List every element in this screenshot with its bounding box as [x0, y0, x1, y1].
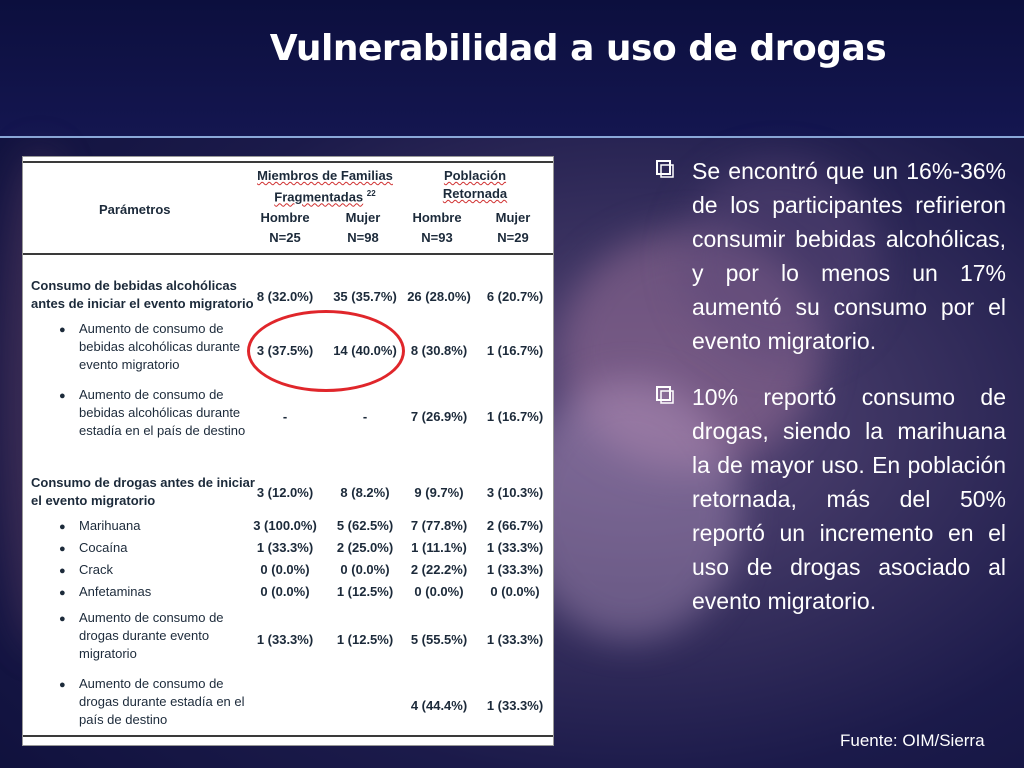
checkbox-bullet-icon: [656, 160, 674, 178]
table-cell: 2 (22.2%): [410, 562, 468, 577]
table-cell: 9 (9.7%): [414, 485, 464, 500]
header-group2-line2: Retornada: [442, 186, 508, 201]
bullet-dot: ●: [59, 390, 66, 402]
drug-row-label: Anfetaminas: [79, 584, 152, 599]
table-cell: 1 (12.5%): [336, 584, 394, 599]
table-cell: 1 (33.3%): [256, 632, 314, 647]
header-col4: Mujer: [495, 210, 531, 225]
table-cell: 3 (12.0%): [256, 485, 314, 500]
table-cell: 1 (33.3%): [486, 562, 544, 577]
table-cell: 3 (100.0%): [253, 518, 317, 533]
header-col3-n: N=93: [421, 230, 453, 245]
bullet-item: 10% reportó consumo de drogas, siendo la…: [654, 380, 1006, 618]
table-cell: 2 (66.7%): [486, 518, 544, 533]
table-cell: 26 (28.0%): [407, 289, 471, 304]
table-cell: 8 (30.8%): [410, 343, 468, 358]
bullet-text: 10% reportó consumo de drogas, siendo la…: [692, 384, 1006, 614]
table-cell: 0 (0.0%): [490, 584, 540, 599]
section1-label: Consumo de bebidas alcohólicas: [31, 278, 237, 293]
header-band: [0, 0, 1024, 138]
header-group1: Miembros de Familias: [257, 168, 393, 183]
section1-label-line2: antes de iniciar el evento migratorio: [31, 296, 254, 311]
table-cell: 0 (0.0%): [340, 562, 390, 577]
table-cell: 2 (25.0%): [336, 540, 394, 555]
header-col1-n: N=25: [269, 230, 301, 245]
header-col3: Hombre: [412, 210, 462, 225]
background-photo: [680, 160, 880, 360]
section2-sub1-line2: drogas durante evento: [79, 628, 210, 643]
section1-sub2-line3: estadía en el país de destino: [79, 423, 246, 438]
background-photo: [520, 380, 740, 640]
section1-sub2: Aumento de consumo de: [79, 387, 224, 402]
section2-sub2: Aumento de consumo de: [79, 676, 224, 691]
section2-label: Consumo de drogas antes de iniciar: [31, 475, 255, 490]
bullet-item: Se encontró que un 16%-36% de los partic…: [654, 154, 1006, 358]
table-cell: 1 (33.3%): [256, 540, 314, 555]
table-cell: 1 (33.3%): [486, 632, 544, 647]
table-cell: 1 (33.3%): [486, 540, 544, 555]
table-cell: 6 (20.7%): [486, 289, 544, 304]
section1-sub1: Aumento de consumo de: [79, 321, 224, 336]
slide-title: Vulnerabilidad a uso de drogas: [269, 28, 887, 69]
bullet-dot: ●: [59, 587, 66, 599]
table-rule: [23, 735, 553, 737]
section2-label-line2: el evento migratorio: [31, 493, 156, 508]
header-col1: Hombre: [260, 210, 310, 225]
bullet-dot: ●: [59, 324, 66, 336]
table-cell: 8 (8.2%): [340, 485, 390, 500]
table-cell: -: [282, 409, 288, 424]
table-cell: 1 (16.7%): [486, 343, 544, 358]
drug-row-label: Crack: [79, 562, 113, 577]
table-cell: 0 (0.0%): [414, 584, 464, 599]
bullet-dot: ●: [59, 679, 66, 691]
table-cell: 4 (44.4%): [410, 698, 468, 713]
source-caption: Fuente: OIM/Sierra: [840, 731, 985, 750]
section2-sub2-line3: país de destino: [79, 712, 168, 727]
table-cell: 1 (16.7%): [486, 409, 544, 424]
table-cell: 1 (33.3%): [486, 698, 544, 713]
bullet-dot: ●: [59, 543, 66, 555]
table-cell: 1 (11.1%): [411, 540, 467, 555]
bullet-dot: ●: [59, 521, 66, 533]
header-col2: Mujer: [345, 210, 381, 225]
table-cell: 1 (12.5%): [336, 632, 394, 647]
table-cell: -: [362, 409, 368, 424]
section1-sub1-line2: bebidas alcohólicas durante: [79, 339, 241, 354]
drug-row-label: Cocaína: [79, 540, 128, 555]
bullet-dot: ●: [59, 613, 66, 625]
section2-sub1-line3: migratorio: [79, 646, 137, 661]
section1-sub1-line3: evento migratorio: [79, 357, 180, 372]
bullet-text: Se encontró que un 16%-36% de los partic…: [692, 158, 1006, 354]
bullet-dot: ●: [59, 565, 66, 577]
drug-row-label: Marihuana: [79, 518, 141, 533]
header-divider: [0, 136, 1024, 138]
checkbox-bullet-icon: [656, 386, 674, 404]
data-table-image: Parámetros Miembros de Familias Fragment…: [22, 156, 554, 746]
header-parametros: Parámetros: [99, 202, 171, 217]
background-photo: [560, 230, 820, 470]
table-cell: 3 (10.3%): [486, 485, 544, 500]
header-col2-n: N=98: [347, 230, 379, 245]
table-rule: [23, 161, 553, 163]
table-cell: 5 (55.5%): [410, 632, 468, 647]
bullet-list: Se encontró que un 16%-36% de los partic…: [654, 154, 1006, 640]
table-cell: 5 (62.5%): [336, 518, 394, 533]
table-cell: 35 (35.7%): [333, 289, 397, 304]
table-cell: 0 (0.0%): [260, 562, 310, 577]
table-cell: 0 (0.0%): [260, 584, 310, 599]
section2-sub1: Aumento de consumo de: [79, 610, 224, 625]
section2-sub2-line2: drogas durante estadía en el: [79, 694, 245, 709]
table-rule: [23, 253, 553, 255]
table-cell: 8 (32.0%): [256, 289, 314, 304]
header-group2: Población: [443, 168, 507, 183]
highlight-ellipse: [247, 310, 405, 392]
header-col4-n: N=29: [497, 230, 529, 245]
section1-sub2-line2: bebidas alcohólicas durante: [79, 405, 241, 420]
table-cell: 7 (26.9%): [410, 409, 468, 424]
header-group1-line2: Fragmentadas 22: [274, 189, 376, 205]
table-cell: 7 (77.8%): [410, 518, 468, 533]
